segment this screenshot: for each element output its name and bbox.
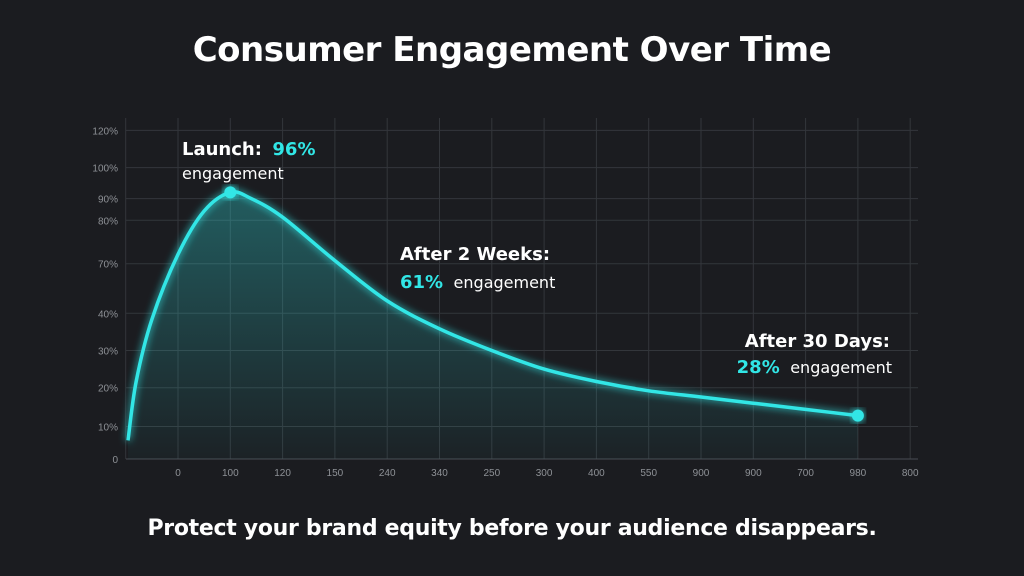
- svg-text:Launch: 96%: Launch: 96%: [182, 139, 315, 160]
- x-tick-label: 900: [693, 468, 710, 479]
- annotation-2weeks-suffix: engagement: [454, 273, 556, 292]
- x-tick-label: 400: [588, 468, 605, 479]
- day30-point: [851, 409, 864, 422]
- x-tick-label: 150: [327, 468, 344, 479]
- annotation-2weeks: After 2 Weeks: 61% engagement: [400, 244, 555, 293]
- x-tick-label: 0: [175, 468, 181, 479]
- y-tick-label: 30%: [98, 347, 118, 358]
- annotation-30days-label: After 30 Days:: [745, 331, 890, 352]
- annotation-launch-label: Launch:: [182, 139, 262, 160]
- annotation-launch-value: 96%: [272, 139, 315, 160]
- annotation-30days: After 30 Days: 28% engagement: [737, 331, 892, 378]
- x-tick-label: 120: [274, 468, 291, 479]
- x-tick-label: 800: [902, 468, 919, 479]
- x-tick-label: 250: [483, 468, 500, 479]
- annotation-30days-suffix: engagement: [790, 358, 892, 377]
- x-tick-label: 300: [536, 468, 553, 479]
- x-axis-ticks: 0 100 120 150 240 340 250 300 400 550 900 900 700 980…: [175, 468, 919, 479]
- x-tick-label: 550: [640, 468, 657, 479]
- x-tick-label: 700: [797, 468, 814, 479]
- chart-title: Consumer Engagement Over Time: [192, 30, 832, 70]
- y-tick-label: 20%: [98, 384, 118, 395]
- y-tick-label: 70%: [98, 260, 118, 271]
- y-axis-ticks: 0 10% 20% 30% 40% 70% 80% 90% 100% 120%: [92, 126, 118, 466]
- x-tick-label: 340: [431, 468, 448, 479]
- y-tick-label: 0: [112, 455, 118, 466]
- annotation-launch-suffix: engagement: [182, 164, 284, 183]
- engagement-line: [126, 190, 859, 441]
- x-tick-label: 240: [379, 468, 396, 479]
- engagement-area-fill: [128, 191, 858, 460]
- launch-point: [224, 186, 237, 199]
- y-tick-label: 100%: [92, 164, 118, 175]
- svg-text:28% engagement: 28% engagement: [737, 357, 892, 378]
- y-tick-label: 120%: [92, 126, 118, 137]
- y-tick-label: 90%: [98, 195, 118, 206]
- y-tick-label: 40%: [98, 309, 118, 320]
- annotation-2weeks-value: 61%: [400, 272, 443, 293]
- annotation-launch: Launch: 96% engagement: [182, 139, 315, 183]
- x-tick-label: 980: [850, 468, 867, 479]
- svg-text:61% engagement: 61% engagement: [400, 272, 555, 293]
- x-tick-label: 100: [222, 468, 239, 479]
- y-tick-label: 80%: [98, 216, 118, 227]
- annotation-30days-value: 28%: [737, 357, 780, 378]
- y-tick-label: 10%: [98, 422, 118, 433]
- x-tick-label: 900: [745, 468, 762, 479]
- annotation-2weeks-label: After 2 Weeks:: [400, 244, 550, 265]
- footer-tagline: Protect your brand equity before your au…: [147, 516, 877, 541]
